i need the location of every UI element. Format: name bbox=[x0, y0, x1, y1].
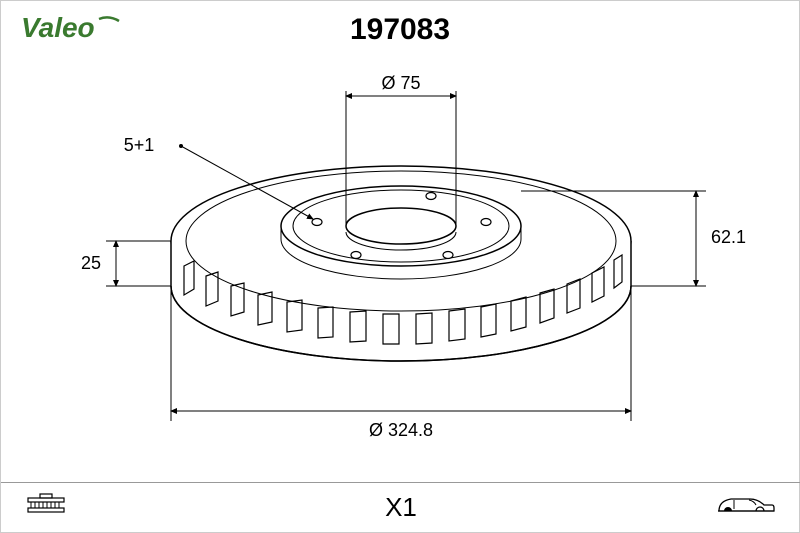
logo-swoosh bbox=[99, 17, 119, 21]
dim-bore-label: Ø 75 bbox=[381, 73, 420, 93]
dim-thickness-label: 25 bbox=[81, 253, 101, 273]
footer-bar: X1 bbox=[1, 482, 800, 532]
disc-side-icon bbox=[26, 490, 66, 525]
center-bore bbox=[346, 208, 456, 244]
dim-thickness: 25 bbox=[81, 241, 171, 286]
dim-outer-label: Ø 324.8 bbox=[369, 420, 433, 440]
dim-height-label: 62.1 bbox=[711, 227, 746, 247]
dim-holes-label: 5+1 bbox=[124, 135, 155, 155]
brand-logo: Valeo bbox=[21, 11, 131, 51]
part-number: 197083 bbox=[350, 13, 450, 47]
technical-drawing: Ø 75 5+1 25 62.1 Ø 324.8 bbox=[1, 61, 800, 481]
logo-text: Valeo bbox=[21, 12, 95, 43]
quantity-label: X1 bbox=[385, 492, 417, 523]
car-front-icon bbox=[716, 491, 776, 524]
